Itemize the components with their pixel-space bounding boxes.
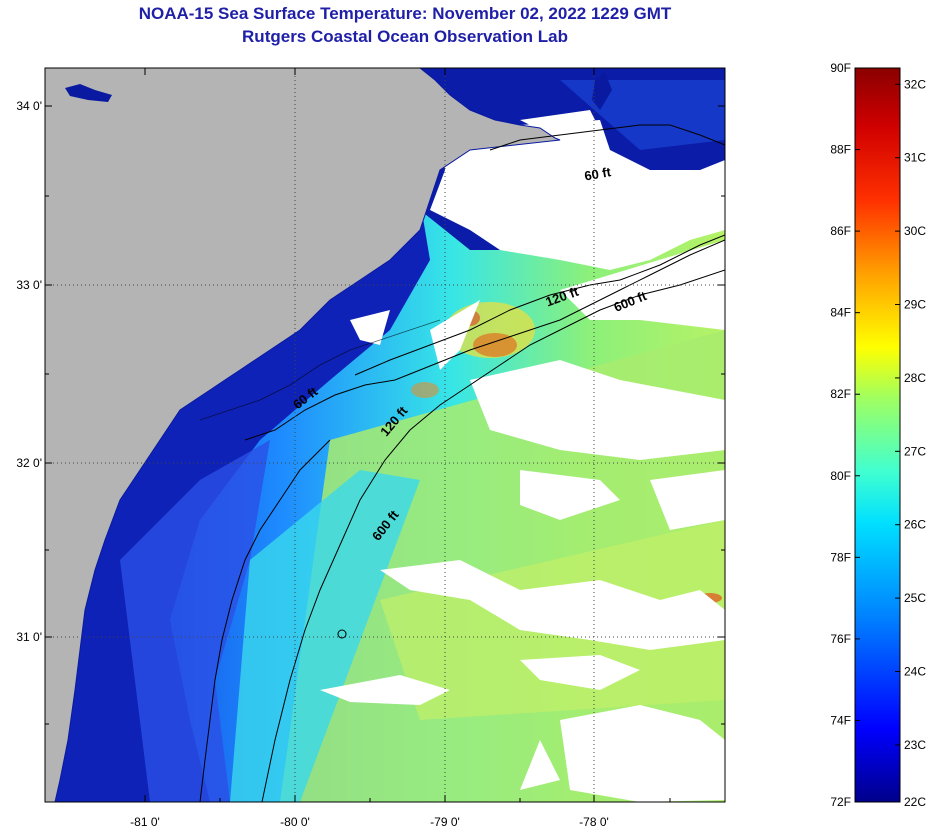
lon-tick-label: -80 0' — [280, 815, 310, 829]
colorbar-celsius-label: 31C — [904, 151, 926, 165]
bathymetry-contours — [199, 124, 725, 802]
map-subtitle: Rutgers Coastal Ocean Observation Lab — [242, 27, 568, 46]
colorbar-fahrenheit-label: 86F — [830, 224, 851, 238]
map-title: NOAA-15 Sea Surface Temperature: Novembe… — [138, 4, 672, 23]
colorbar-fahrenheit-label: 90F — [830, 61, 851, 75]
colorbar-fahrenheit-label: 76F — [830, 632, 851, 646]
colorbar-celsius-label: 30C — [904, 224, 926, 238]
colorbar-fahrenheit-label: 82F — [830, 387, 851, 401]
lat-tick-label: 32 0' — [16, 456, 42, 470]
colorbar-gradient — [854, 67, 901, 803]
lat-tick-label: 31 0' — [16, 630, 42, 644]
colorbar-fahrenheit-label: 74F — [830, 713, 851, 727]
lon-tick-label: -78 0' — [579, 815, 609, 829]
colorbar: 90F 88F 86F 84F 82F 80F 78F 76F 74F 72F 32C 31C 30C 2… — [830, 61, 926, 809]
lat-tick-label: 33 0' — [16, 278, 42, 292]
graticule — [45, 68, 725, 802]
colorbar-fahrenheit-label: 80F — [830, 469, 851, 483]
lon-tick-label: -79 0' — [430, 815, 460, 829]
colorbar-celsius-label: 28C — [904, 371, 926, 385]
colorbar-celsius-label: 29C — [904, 298, 926, 312]
colorbar-fahrenheit-label: 72F — [830, 795, 851, 809]
colorbar-fahrenheit-label: 78F — [830, 550, 851, 564]
colorbar-celsius-label: 25C — [904, 591, 926, 605]
contour-label: 60 ft — [583, 164, 613, 184]
colorbar-celsius-label: 22C — [904, 795, 926, 809]
colorbar-celsius-label: 23C — [904, 738, 926, 752]
cloud-cover — [215, 110, 725, 802]
land-mass — [45, 68, 561, 802]
colorbar-celsius-label: 27C — [904, 444, 926, 458]
map-panel — [45, 68, 725, 802]
map-frame — [44, 67, 726, 803]
colorbar-celsius-label: 32C — [904, 77, 926, 91]
lat-tick-label: 34 0' — [16, 99, 42, 113]
colorbar-fahrenheit-label: 88F — [830, 143, 851, 157]
colorbar-fahrenheit-label: 84F — [830, 306, 851, 320]
colorbar-celsius-label: 26C — [904, 518, 926, 532]
lon-tick-label: -81 0' — [130, 815, 160, 829]
colorbar-celsius-label: 24C — [904, 665, 926, 679]
